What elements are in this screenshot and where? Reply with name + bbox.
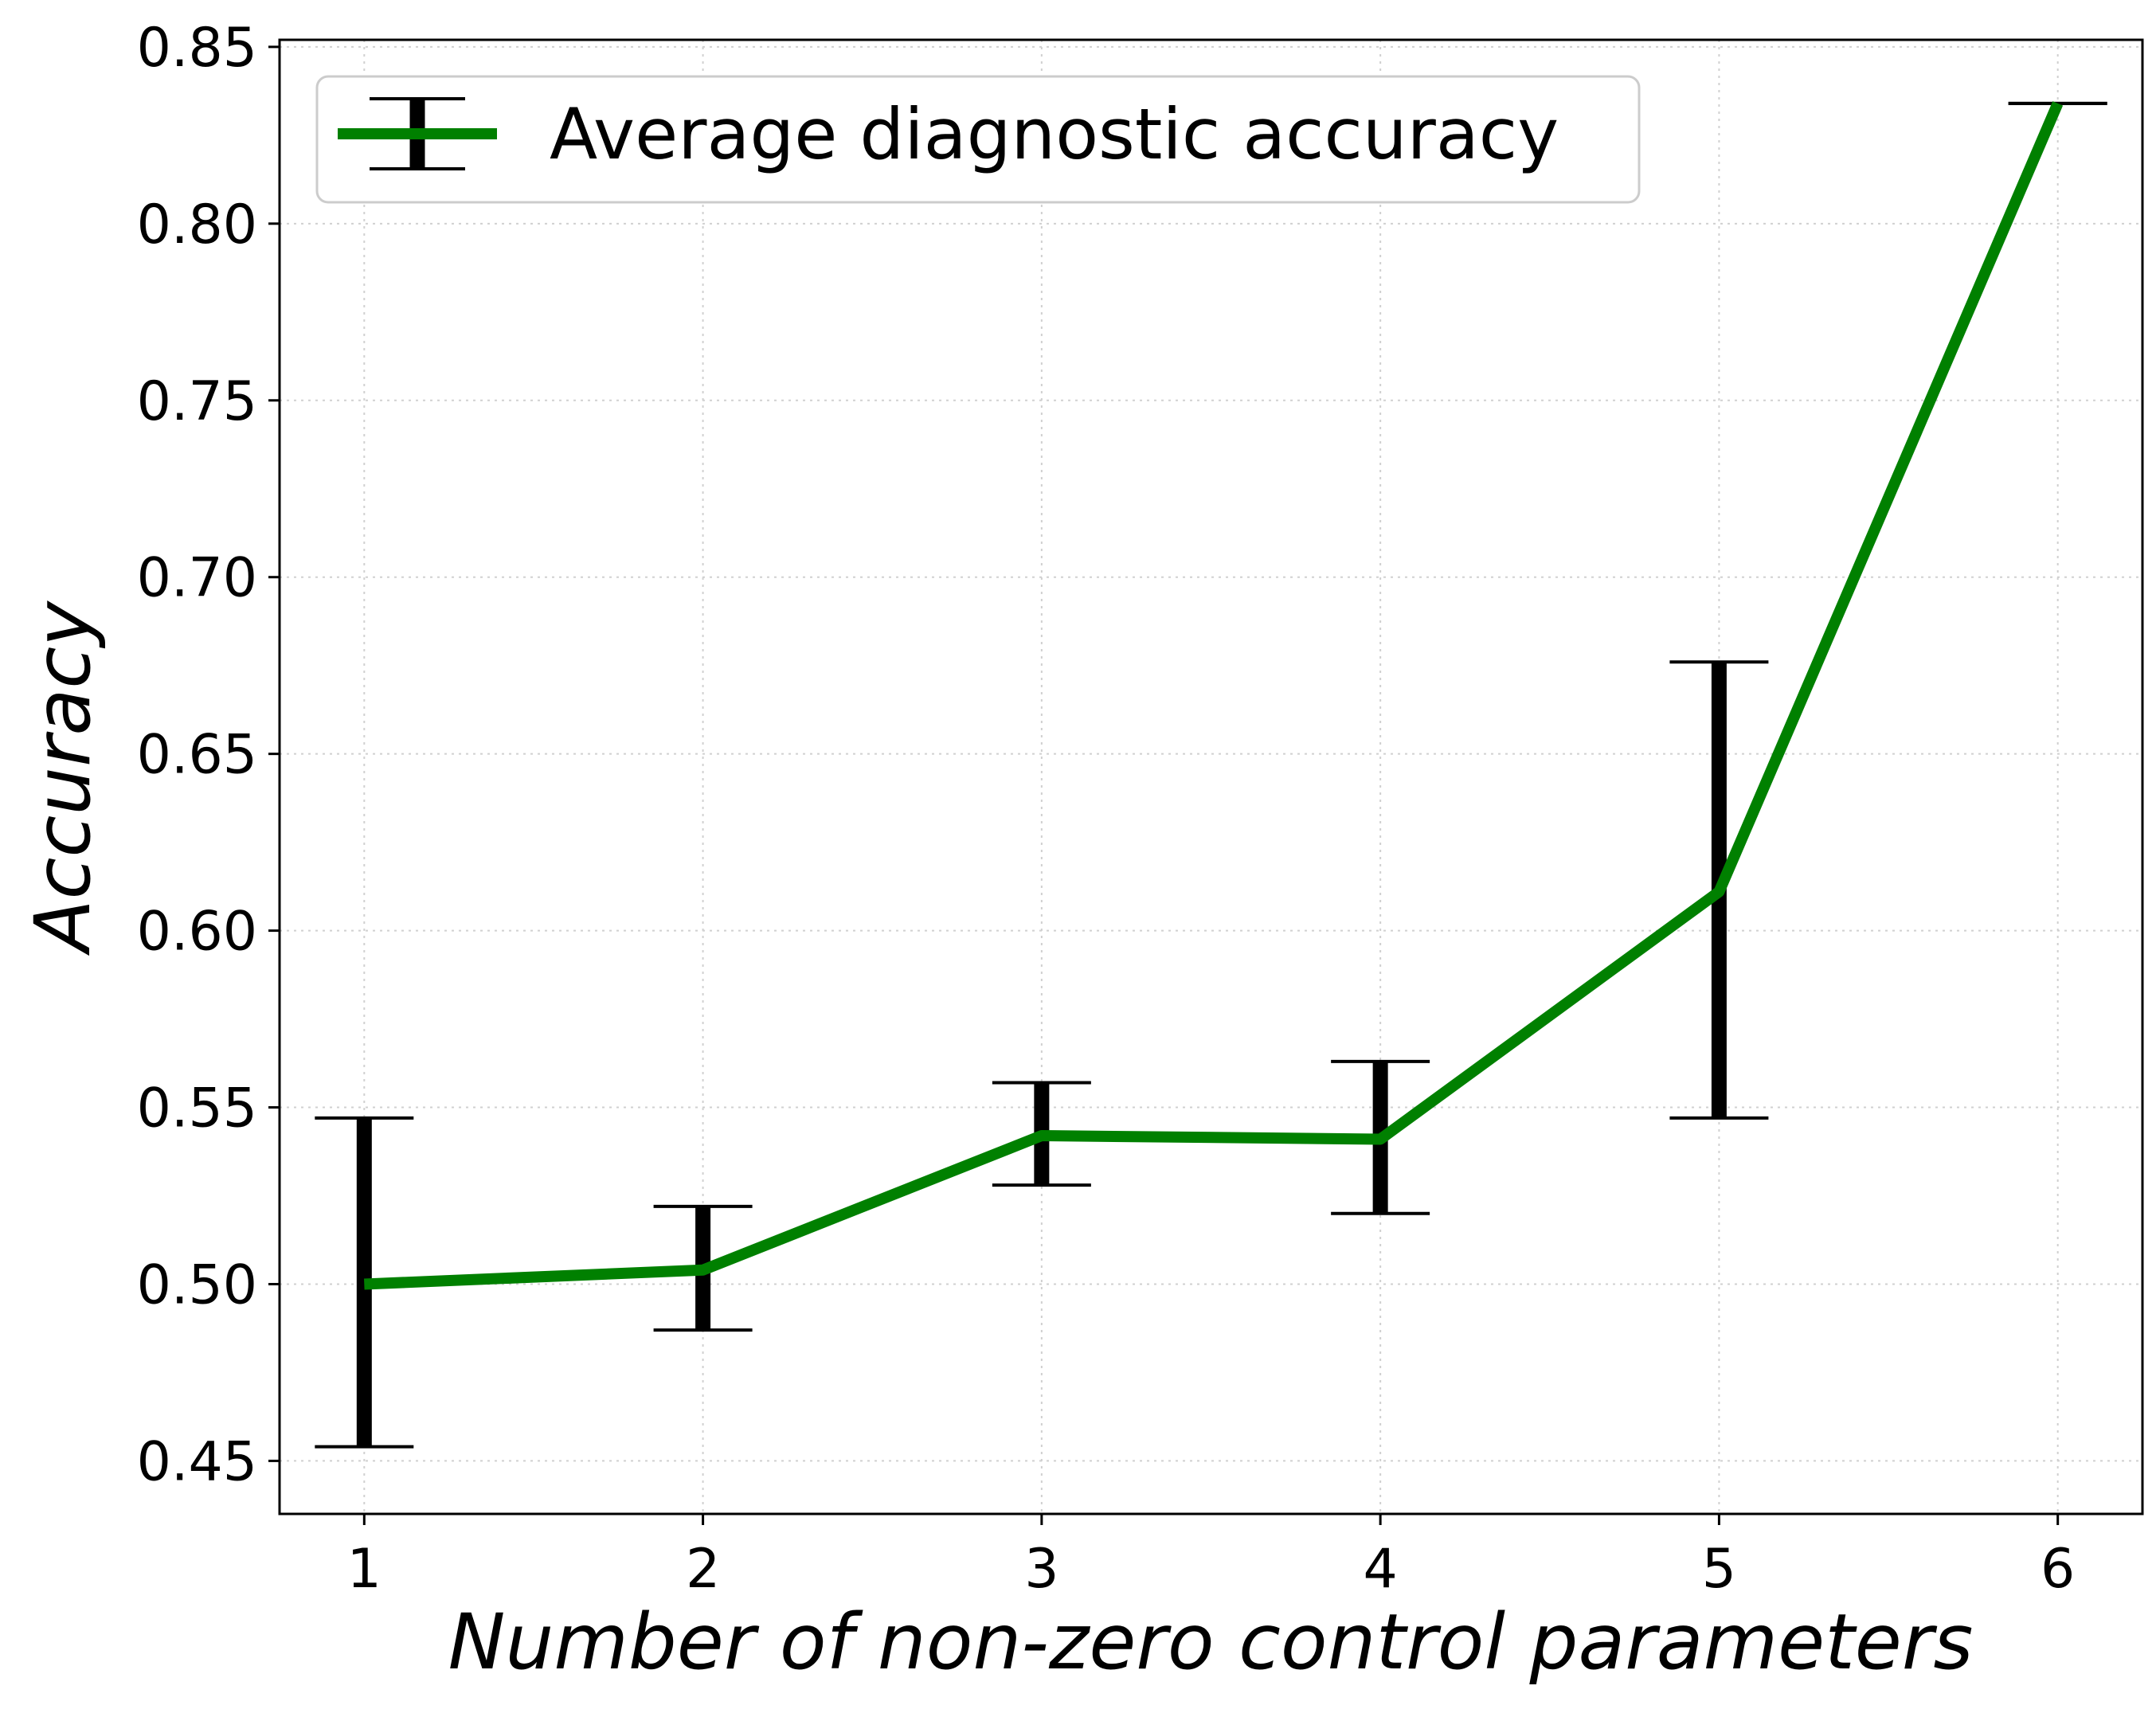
x-tick-label: 4 [1364,1538,1398,1601]
x-tick-label: 1 [347,1538,382,1601]
y-tick-label: 0.70 [137,547,257,610]
legend-swatch [338,97,497,170]
x-axis-title: Number of non-zero control parameters [448,1598,1974,1687]
series-line [364,101,2064,1290]
legend: Average diagnostic accuracy [315,75,1641,204]
y-axis-title: Accuracy [18,600,108,956]
y-tick-label: 0.45 [137,1430,257,1493]
x-tick-label: 5 [1702,1538,1736,1601]
axis-ticks: 0.45 0.50 0.55 0.60 0.65 0.70 0.75 0.80 0.85 1 2 3 4… [137,17,2076,1601]
y-tick-label: 0.65 [137,724,257,787]
x-tick-label: 6 [2041,1538,2075,1601]
y-tick-label: 0.80 [137,194,257,256]
legend-label: Average diagnostic accuracy [550,93,1559,175]
series-lines [364,101,2064,1290]
x-tick-label: 2 [686,1538,720,1601]
y-tick-label: 0.60 [137,901,257,964]
x-tick-label: 3 [1024,1538,1058,1601]
y-tick-label: 0.75 [137,370,257,433]
y-tick-label: 0.50 [137,1253,257,1316]
y-tick-label: 0.85 [137,17,257,80]
legend-box [315,75,1641,204]
y-tick-label: 0.55 [137,1077,257,1140]
plot-frame [278,38,2144,1515]
grid-lines [280,40,2142,1514]
